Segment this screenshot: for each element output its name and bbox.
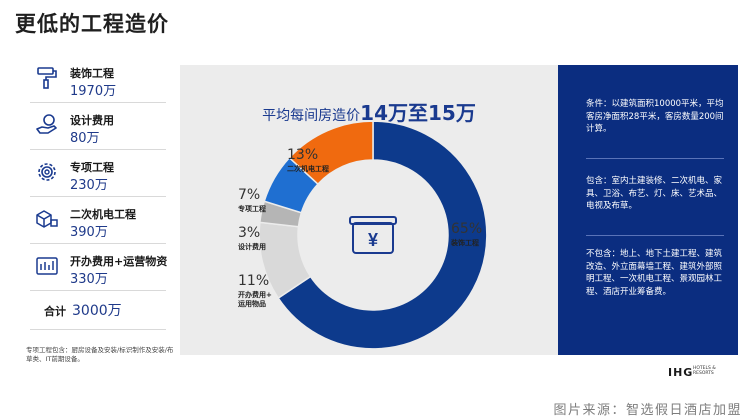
cost-item-value: 390万 — [70, 225, 108, 240]
slice-name-label: 装饰工程 — [450, 238, 479, 247]
slice-name-label: 二次机电工程 — [287, 164, 329, 173]
cost-item-name: 设计费用 — [70, 114, 114, 127]
slice-percent-label: 7% — [238, 187, 260, 203]
cost-item-value: 80万 — [70, 131, 100, 146]
cost-list: 装饰工程 1970万 设计费用 80万 专项工程 230万 二次机电工程 390… — [30, 56, 168, 330]
image-source: 图片来源：智选假日酒店加盟 — [553, 403, 742, 418]
gear-icon — [38, 163, 56, 181]
cost-item: 装饰工程 1970万 — [30, 56, 166, 103]
footnote: 专项工程包含：厨房设备及安装/标识制作及安装/布草类、IT前期设备。 — [26, 346, 174, 363]
slice-name-label: 专项工程 — [238, 204, 266, 213]
headline-prefix: 平均每间房造价 — [262, 108, 361, 124]
chart-panel: 平均每间房造价14万至15万 ¥ 65% 装饰工程 11% 开办费用+ 运用物品 3% 设计… — [180, 65, 558, 355]
cost-item: 开办费用+运营物资 330万 — [30, 244, 168, 291]
slice-name-label: 设计费用 — [238, 242, 266, 251]
slice-name-label: 运用物品 — [238, 299, 266, 308]
cost-item-name: 专项工程 — [70, 161, 114, 174]
page-title: 更低的工程造价 — [15, 12, 169, 36]
total-value: 3000万 — [72, 303, 122, 319]
slice-name-label: 开办费用+ — [238, 290, 272, 299]
slice-decoration — [277, 120, 488, 350]
included-text: 包含：室内土建装修、二次机电、家具、卫浴、布艺、灯、床、艺术品、电视及布草。 — [586, 176, 723, 211]
hand-coin-icon — [36, 114, 57, 134]
divider — [586, 158, 724, 159]
slice-percent-label: 3% — [238, 225, 260, 241]
total-label: 合计 — [44, 305, 66, 318]
cost-item: 设计费用 80万 — [30, 103, 166, 150]
money-box-icon: ¥ — [349, 216, 397, 254]
svg-text:¥: ¥ — [368, 230, 378, 250]
ihg-sub-line-2: RESORTS — [693, 371, 714, 376]
cost-item-name: 开办费用+运营物资 — [70, 255, 168, 268]
ihg-logo-subtitle: HOTELS & RESORTS — [693, 366, 716, 376]
chart-headline: 平均每间房造价14万至15万 — [180, 97, 558, 126]
supplies-icon — [36, 257, 58, 275]
cost-item-name: 二次机电工程 — [70, 208, 136, 221]
excluded-text: 不包含：地上、地下土建工程、建筑改造、外立面幕墙工程、建筑外部照明工程、一次机电… — [586, 249, 723, 297]
boxes-icon — [36, 210, 58, 228]
cost-item-value: 1970万 — [70, 84, 117, 99]
cost-item-value: 330万 — [70, 272, 108, 287]
cost-item: 专项工程 230万 — [30, 150, 166, 197]
cost-item-name: 装饰工程 — [70, 67, 114, 80]
cost-item: 二次机电工程 390万 — [30, 197, 166, 244]
slice-percent-label: 11% — [238, 273, 269, 289]
conditions-panel: 条件：以建筑面积10000平米，平均客房净面积28平米，客房数量200间计算。 … — [558, 65, 738, 355]
slice-percent-label: 13% — [287, 147, 318, 163]
ihg-logo: IHG — [668, 366, 694, 379]
paint-roller-icon — [37, 67, 57, 89]
total-row: 合计 3000万 — [30, 291, 166, 330]
ihg-sub-line-1: HOTELS & — [693, 366, 716, 371]
slice-percent-label: 65% — [451, 221, 482, 237]
condition-text: 条件：以建筑面积10000平米，平均客房净面积28平米，客房数量200间计算。 — [586, 99, 724, 134]
cost-item-value: 230万 — [70, 178, 108, 193]
divider — [586, 235, 724, 236]
donut-chart: ¥ 65%装饰工程 11%开办费用+运用物品 3%设计费用 7%专项工程 13%二次机电… — [238, 120, 488, 350]
slice-mep — [288, 120, 374, 186]
